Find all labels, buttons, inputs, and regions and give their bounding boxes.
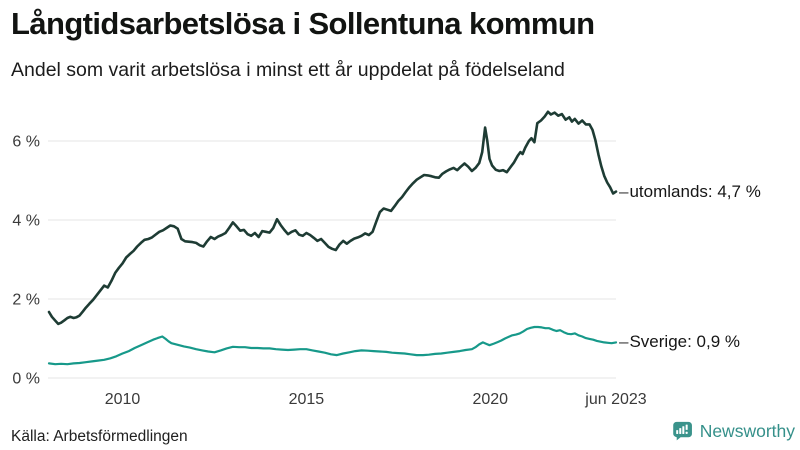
y-axis-tick-label: 2 %: [12, 292, 40, 309]
y-axis-tick-label: 4 %: [12, 213, 40, 230]
series-end-label-text: utomlands: 4,7 %: [629, 181, 761, 201]
y-axis-tick-label: 0 %: [12, 371, 40, 388]
series-end-label-utomlands: – utomlands: 4,7 %: [619, 181, 761, 202]
series-line-sverige: [47, 325, 618, 366]
x-axis-tick-label: 2010: [105, 391, 141, 408]
x-axis-tick-label: 2020: [472, 391, 508, 408]
label-tick-dash: –: [619, 332, 629, 352]
page-subtitle: Andel som varit arbetslösa i minst ett å…: [11, 59, 565, 81]
source-note: Källa: Arbetsförmedlingen: [11, 428, 188, 445]
series-end-label-sverige: – Sverige: 0,9 %: [619, 331, 740, 352]
label-tick-dash: –: [619, 181, 629, 201]
series-end-label-text: Sverige: 0,9 %: [629, 332, 741, 352]
newsworthy-logo[interactable]: Newsworthy: [672, 421, 795, 442]
page-title: Långtidsarbetslösa i Sollentuna kommun: [11, 6, 595, 41]
x-axis-tick-label: 2015: [289, 391, 325, 408]
x-axis-tick-label: jun 2023: [584, 391, 646, 408]
bar-chart-bubble-icon: [672, 421, 693, 442]
series-line-utomlands: [47, 110, 618, 326]
newsworthy-wordmark: Newsworthy: [699, 421, 795, 441]
y-axis-tick-label: 6 %: [12, 134, 40, 151]
